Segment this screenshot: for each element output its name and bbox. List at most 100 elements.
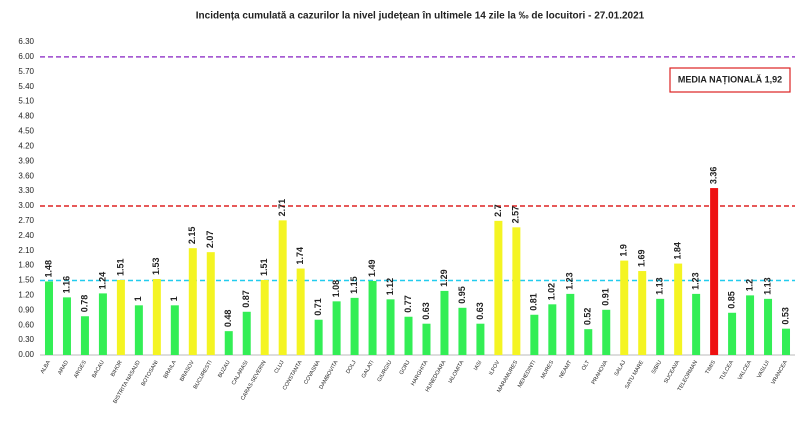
value-label: 1.15	[349, 276, 359, 294]
x-tick-label: CONSTANTA	[282, 359, 304, 391]
value-label: 0.95	[457, 286, 467, 304]
bar	[656, 298, 665, 355]
value-label: 1.53	[151, 257, 161, 275]
y-tick-label: 6.30	[18, 37, 34, 46]
bar	[728, 312, 737, 355]
value-label: 0.63	[421, 302, 431, 320]
value-label: 1.16	[61, 276, 71, 294]
x-tick-label: DAMBOVITA	[318, 359, 339, 390]
value-label: 1.02	[547, 283, 557, 301]
value-label: 1.23	[565, 272, 575, 290]
x-tick-label: ILFOV	[488, 359, 501, 376]
bar	[116, 279, 125, 355]
value-label: 1.23	[691, 272, 701, 290]
x-tick-label: IALOMITA	[448, 359, 466, 384]
x-tick-label: ARGES	[73, 359, 88, 379]
bar	[332, 301, 341, 355]
annotation-box	[669, 67, 791, 93]
value-label: 1.51	[259, 258, 269, 276]
bar	[170, 305, 179, 355]
value-label: 1.49	[367, 259, 377, 277]
y-tick-label: 1.50	[18, 276, 34, 285]
value-label: 3.36	[708, 167, 718, 185]
x-tick-label: SIBIU	[651, 360, 663, 375]
y-tick-label: 4.80	[18, 112, 34, 121]
x-tick-label: NEAMT	[558, 359, 573, 379]
x-tick-label: HARGHITA	[410, 359, 429, 387]
value-label: 1.13	[762, 277, 772, 295]
y-tick-label: 0.30	[18, 335, 34, 344]
bar	[602, 309, 611, 355]
y-tick-label: 3.00	[18, 201, 34, 210]
value-label: 0.63	[475, 302, 485, 320]
value-label: 0.77	[403, 295, 413, 313]
x-tick-label: SUCEAVA	[663, 359, 681, 384]
x-tick-label: COVASNA	[303, 359, 322, 385]
y-tick-label: 3.30	[18, 186, 34, 195]
value-label: 1.12	[385, 278, 395, 296]
bar	[530, 314, 539, 355]
bar	[620, 260, 629, 355]
x-tick-label: OLT	[581, 359, 592, 371]
bar	[206, 252, 215, 355]
bar	[350, 297, 359, 355]
x-tick-label: BRASOV	[179, 359, 196, 382]
bar	[98, 293, 107, 355]
value-label: 1.29	[439, 269, 449, 287]
value-label: 2.15	[187, 227, 197, 245]
value-label: 1.9	[619, 244, 629, 257]
value-label: 0.52	[583, 308, 593, 326]
bar	[422, 323, 431, 355]
y-tick-label: 5.40	[18, 82, 34, 91]
y-tick-label: 2.70	[18, 216, 34, 225]
bar	[710, 188, 719, 355]
x-tick-label: BACAU	[91, 360, 106, 379]
value-label: 1.84	[673, 242, 683, 260]
bar	[566, 293, 575, 355]
bar	[260, 279, 269, 355]
x-tick-label: PRAHOVA	[591, 359, 610, 385]
value-label: 0.78	[79, 295, 89, 313]
bar	[62, 297, 71, 355]
y-tick-label: 3.60	[18, 171, 34, 180]
y-tick-label: 5.70	[18, 67, 34, 76]
value-label: 0.91	[601, 288, 611, 306]
x-tick-label: BRAILA	[163, 359, 178, 379]
x-tick-label: TULCEA	[719, 359, 735, 381]
value-label: 0.71	[313, 298, 323, 316]
y-tick-label: 2.10	[18, 246, 34, 255]
y-tick-label: 0.60	[18, 320, 34, 329]
value-label: 1.69	[637, 250, 647, 268]
x-tick-label: VRANCEA	[771, 359, 790, 385]
x-tick-label: BIHOR	[110, 360, 124, 378]
bar	[548, 304, 557, 355]
y-tick-label: 5.10	[18, 97, 34, 106]
value-label: 2.07	[205, 231, 215, 249]
bar	[314, 319, 323, 355]
x-tick-label: BOTOSANI	[140, 359, 160, 387]
bar	[188, 248, 197, 355]
x-tick-label: TIMIS	[705, 359, 718, 375]
x-tick-label: SATU MARE	[624, 359, 645, 390]
bar	[404, 316, 413, 355]
value-label: 1.48	[43, 260, 53, 278]
bar	[476, 323, 485, 355]
x-tick-label: SALAJ	[614, 360, 628, 378]
bar	[494, 220, 503, 355]
x-tick-label: GORJ	[399, 360, 412, 376]
value-label: 0.53	[780, 307, 790, 325]
value-label: 0.85	[726, 291, 736, 309]
x-tick-label: ALBA	[40, 359, 52, 374]
x-tick-label: TELEORMAN	[677, 360, 699, 393]
bar	[440, 290, 449, 355]
x-tick-label: IASI	[473, 359, 484, 371]
x-tick-label: GIURGIU	[377, 360, 394, 383]
x-tick-label: CALARASI	[231, 359, 250, 386]
bar	[368, 280, 377, 355]
value-label: 1	[133, 296, 143, 301]
bar	[584, 329, 593, 355]
bar	[458, 307, 467, 355]
value-label: 1.24	[97, 272, 107, 290]
value-label: 1.51	[115, 258, 125, 276]
